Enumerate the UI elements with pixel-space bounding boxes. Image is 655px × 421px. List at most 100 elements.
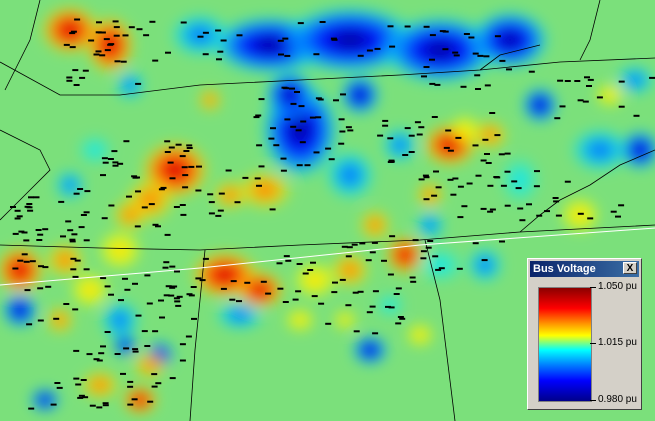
bus-marker <box>101 217 108 220</box>
bus-marker <box>395 287 402 290</box>
legend-tick-mid <box>590 343 596 344</box>
bus-marker <box>416 133 423 136</box>
bus-marker <box>273 144 280 147</box>
bus-marker <box>155 225 161 228</box>
bus-marker <box>423 66 430 68</box>
bus-marker <box>23 239 30 242</box>
bus-marker <box>313 151 320 154</box>
bus-marker <box>70 30 77 33</box>
bus-marker <box>173 297 180 300</box>
bus-marker <box>136 28 143 31</box>
bus-marker <box>284 54 291 57</box>
bus-marker <box>278 53 284 56</box>
legend-window[interactable]: Bus Voltage X 1.050 pu 1.015 pu 0.980 pu <box>527 258 642 410</box>
bus-marker <box>146 302 153 305</box>
bus-marker <box>73 377 80 380</box>
bus-marker <box>399 317 406 320</box>
bus-marker <box>438 267 445 270</box>
bus-marker <box>404 127 411 130</box>
bus-marker <box>149 20 156 23</box>
bus-marker <box>577 212 584 215</box>
bus-marker <box>587 78 594 81</box>
bus-marker <box>557 79 564 82</box>
bus-marker <box>162 266 169 269</box>
bus-marker <box>450 193 457 196</box>
bus-marker <box>484 84 491 87</box>
bus-marker <box>339 278 346 281</box>
bus-marker <box>171 285 178 288</box>
bus-marker <box>10 206 16 208</box>
bus-marker <box>310 261 316 264</box>
bus-marker <box>98 352 105 355</box>
bus-marker <box>122 34 129 37</box>
bus-marker <box>42 228 49 231</box>
bus-marker <box>155 382 162 385</box>
bus-marker <box>180 21 187 24</box>
bus-marker <box>582 100 589 103</box>
bus-marker <box>104 285 111 288</box>
bus-marker <box>456 267 463 270</box>
bus-marker <box>164 151 171 153</box>
close-icon[interactable]: X <box>623 262 637 274</box>
bus-marker <box>500 184 507 187</box>
bus-marker <box>468 36 475 39</box>
bus-marker <box>96 21 102 24</box>
bus-marker <box>93 53 100 56</box>
bus-marker <box>18 230 25 233</box>
bus-marker <box>431 194 438 197</box>
legend-titlebar[interactable]: Bus Voltage X <box>530 261 639 277</box>
bus-marker <box>63 303 70 305</box>
bus-marker <box>80 214 87 216</box>
bus-marker <box>564 180 571 183</box>
bus-marker <box>423 198 430 201</box>
bus-marker <box>165 285 172 288</box>
bus-marker <box>265 292 272 295</box>
bus-marker <box>295 129 302 132</box>
bus-marker <box>277 39 284 42</box>
bus-marker <box>244 281 251 284</box>
bus-marker <box>73 84 80 86</box>
bus-marker <box>397 316 404 318</box>
bus-marker <box>485 162 492 164</box>
bus-marker <box>412 239 419 242</box>
bus-marker <box>315 116 322 119</box>
bus-marker <box>29 260 36 263</box>
bus-marker <box>534 170 540 173</box>
voltage-contours <box>0 5 655 415</box>
bus-marker <box>420 250 427 253</box>
bus-marker <box>504 152 511 155</box>
bus-marker <box>408 151 415 153</box>
bus-marker <box>169 265 176 268</box>
bus-marker <box>26 203 33 205</box>
bus-marker <box>114 60 121 63</box>
bus-marker <box>433 170 439 173</box>
bus-marker <box>439 30 446 33</box>
legend-label-min: 0.980 pu <box>598 394 637 405</box>
bus-marker <box>307 269 314 271</box>
bus-marker <box>499 240 505 243</box>
bus-marker <box>447 149 454 152</box>
bus-marker <box>345 255 352 258</box>
bus-marker <box>528 70 535 73</box>
bus-marker <box>429 82 436 85</box>
bus-marker <box>559 105 566 108</box>
bus-marker <box>422 174 429 177</box>
bus-marker <box>95 50 102 53</box>
bus-marker <box>260 280 267 283</box>
bus-marker <box>97 31 104 34</box>
bus-marker <box>554 117 561 120</box>
bus-marker <box>387 25 394 28</box>
bus-marker <box>388 159 395 162</box>
bus-marker <box>120 60 127 63</box>
bus-marker <box>499 59 506 62</box>
bus-marker <box>58 200 65 203</box>
bus-marker <box>236 300 242 303</box>
bus-marker <box>452 177 459 180</box>
bus-marker <box>258 98 265 101</box>
bus-marker <box>134 225 141 228</box>
bus-marker <box>269 208 276 211</box>
bus-marker <box>73 349 80 352</box>
bus-marker <box>339 130 346 133</box>
bus-marker <box>111 150 118 153</box>
bus-marker <box>494 35 501 38</box>
